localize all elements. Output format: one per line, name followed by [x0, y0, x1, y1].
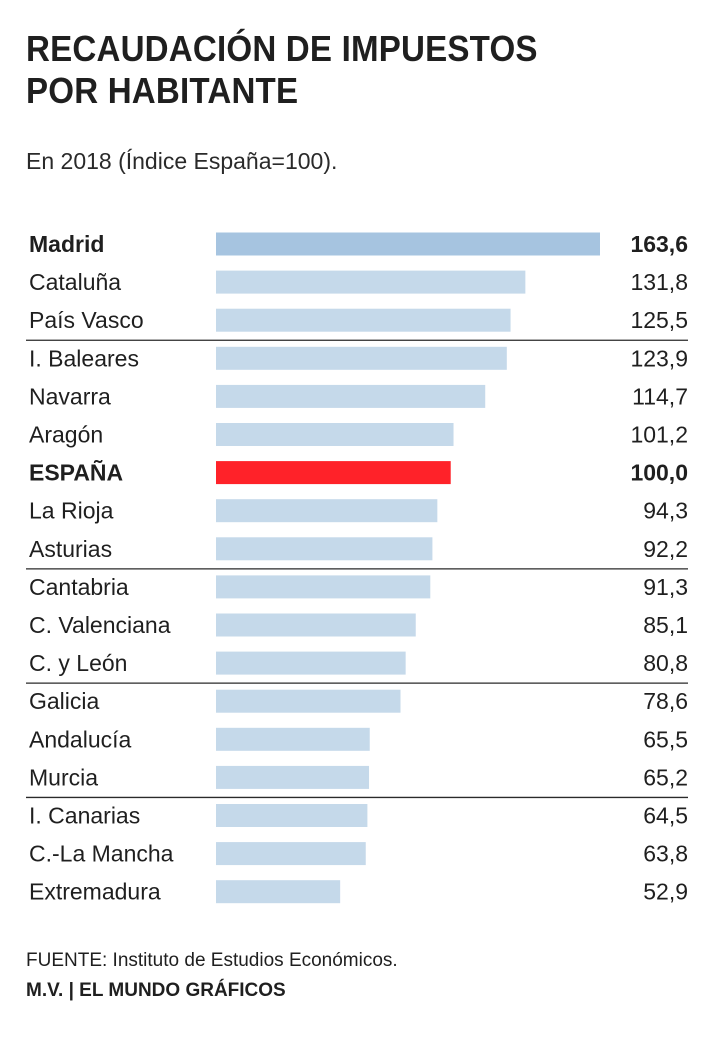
bar-asturias	[216, 537, 433, 561]
category-label-la-rioja: La Rioja	[29, 498, 114, 524]
bar-murcia	[216, 765, 370, 789]
bar-galicia	[216, 689, 401, 713]
bar-c-la-mancha	[216, 842, 366, 866]
value-label-espana: 100,0	[630, 460, 688, 486]
bar-espana	[216, 461, 451, 485]
value-label-navarra: 114,7	[632, 383, 688, 409]
value-label-aragon: 101,2	[630, 422, 688, 448]
bar-pais-vasco	[216, 308, 511, 332]
value-label-madrid: 163,6	[630, 231, 688, 257]
category-label-murcia: Murcia	[29, 764, 98, 790]
value-label-extremadura: 52,9	[643, 879, 688, 905]
bar-andalucia	[216, 727, 370, 751]
value-label-asturias: 92,2	[643, 536, 688, 562]
value-label-cantabria: 91,3	[643, 574, 688, 600]
chart-title-line-1: RECAUDACIÓN DE IMPUESTOS	[26, 28, 538, 69]
bar-la-rioja	[216, 499, 438, 523]
category-label-c-valenciana: C. Valenciana	[29, 612, 171, 638]
bar-aragon	[216, 423, 454, 446]
category-label-navarra: Navarra	[29, 383, 111, 409]
category-label-c-la-mancha: C.-La Mancha	[29, 841, 174, 867]
bar-cantabria	[216, 575, 431, 599]
category-label-espana: ESPAÑA	[29, 459, 123, 486]
category-label-madrid: Madrid	[29, 231, 104, 257]
category-label-pais-vasco: País Vasco	[29, 307, 144, 333]
value-label-c-y-leon: 80,8	[643, 650, 688, 676]
category-label-i-canarias: I. Canarias	[29, 803, 140, 829]
bar-madrid	[216, 232, 600, 256]
value-label-murcia: 65,2	[643, 764, 688, 790]
category-label-extremadura: Extremadura	[29, 879, 161, 905]
bar-i-canarias	[216, 804, 368, 827]
chart-title: RECAUDACIÓN DE IMPUESTOS POR HABITANTE	[26, 28, 652, 112]
value-label-galicia: 78,6	[643, 688, 688, 714]
bar-cataluna	[216, 270, 526, 294]
value-label-andalucia: 65,5	[643, 726, 688, 752]
source-note: FUENTE: Instituto de Estudios Económicos…	[26, 950, 398, 971]
value-label-i-baleares: 123,9	[630, 345, 688, 371]
category-label-andalucia: Andalucía	[29, 726, 132, 752]
bar-extremadura	[216, 880, 341, 904]
value-label-pais-vasco: 125,5	[630, 307, 688, 333]
bar-chart-rows: Madrid 163,6 Cataluña 131,8 País Vasco 125,5 I…	[26, 231, 688, 905]
chart-title-line-2: POR HABITANTE	[26, 70, 299, 111]
value-label-c-la-mancha: 63,8	[643, 841, 688, 867]
value-label-cataluna: 131,8	[630, 269, 688, 295]
bar-c-y-leon	[216, 651, 406, 675]
category-label-cantabria: Cantabria	[29, 574, 129, 600]
bar-i-baleares	[216, 346, 507, 370]
category-label-i-baleares: I. Baleares	[29, 345, 139, 371]
bar-navarra	[216, 384, 486, 408]
credit-line: M.V. | EL MUNDO GRÁFICOS	[26, 980, 286, 1001]
category-label-asturias: Asturias	[29, 536, 112, 562]
bar-c-valenciana	[216, 613, 416, 637]
category-label-aragon: Aragón	[29, 422, 103, 448]
value-label-la-rioja: 94,3	[643, 498, 688, 524]
value-label-c-valenciana: 85,1	[643, 612, 688, 638]
category-label-c-y-leon: C. y León	[29, 650, 127, 676]
chart-subtitle: En 2018 (Índice España=100).	[26, 148, 338, 174]
category-label-cataluna: Cataluña	[29, 269, 121, 295]
category-label-galicia: Galicia	[29, 688, 100, 714]
value-label-i-canarias: 64,5	[643, 803, 688, 829]
